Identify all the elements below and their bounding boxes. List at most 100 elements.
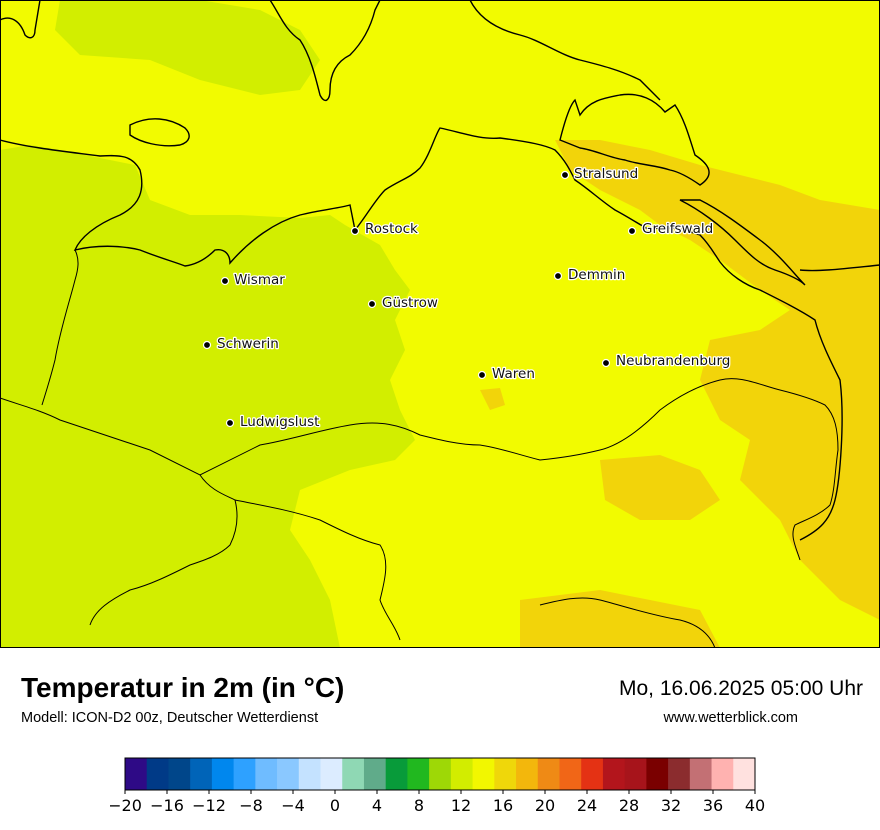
legend-tick-label: 4: [372, 796, 382, 815]
legend-color-bin: [363, 758, 387, 790]
city-marker: [627, 226, 637, 236]
coast-north: [0, 0, 41, 39]
legend-tick-label: −4: [281, 796, 305, 815]
temperature-map: Stralsund Rostock Greifswald Wismar Demm…: [0, 0, 880, 648]
legend-color-bin: [537, 758, 560, 790]
legend-color-bin: [559, 758, 582, 790]
legend-tick-label: 40: [745, 796, 765, 815]
map-title: Temperatur in 2m (in °C): [21, 672, 345, 703]
city-marker: [367, 299, 377, 309]
legend-tick-label: −8: [239, 796, 263, 815]
legend-tick-label: −12: [192, 796, 226, 815]
color-legend-bar: −20 −16 −12 −8 −4 0 4 8 12 16 20 24 28 32 36 40: [108, 757, 765, 815]
legend-color-bin: [450, 758, 473, 790]
county-border: [89, 474, 238, 626]
city-marker: [202, 340, 212, 350]
city-stralsund: Stralsund: [560, 165, 639, 183]
legend-color-bin: [429, 758, 452, 790]
legend-color-bin: [516, 758, 539, 790]
color-legend: −20 −16 −12 −8 −4 0 4 8 12 16 20 24 28 32 36 40: [108, 755, 770, 820]
legend-color-bin: [342, 758, 365, 790]
legend-color-bin: [581, 758, 604, 790]
legend-color-bin: [211, 758, 235, 790]
city-label: Schwerin: [217, 336, 279, 352]
island-rugen: [559, 93, 710, 186]
city-label: Greifswald: [642, 221, 713, 237]
city-marker: [350, 226, 360, 236]
city-demmin: Demmin: [553, 266, 627, 284]
website-link[interactable]: www.wetterblick.com: [663, 710, 798, 726]
legend-color-bin: [233, 758, 256, 790]
coast-poland: [799, 264, 880, 272]
legend-tick-label: 12: [451, 796, 471, 815]
county-border-4: [539, 597, 716, 648]
city-label: Waren: [492, 366, 535, 382]
city-rostock: Rostock: [350, 220, 419, 238]
legend-color-bin: [668, 758, 691, 790]
legend-tick-label: 16: [493, 796, 513, 815]
city-greifswald: Greifswald: [627, 220, 714, 238]
legend-color-bin: [298, 758, 321, 790]
city-waren: Waren: [477, 365, 536, 383]
legend-color-bin: [494, 758, 517, 790]
legend-tick-label: 28: [619, 796, 639, 815]
temp-field-warm-south2: [520, 590, 710, 648]
city-marker: [220, 276, 230, 286]
county-border-3: [41, 249, 79, 406]
city-marker: [477, 370, 487, 380]
coast-denmark: [269, 0, 381, 102]
temp-field-cool-west: [0, 145, 415, 648]
legend-tick-label: 24: [577, 796, 597, 815]
city-schwerin: Schwerin: [202, 335, 280, 353]
legend-color-bin: [125, 758, 148, 790]
legend-color-bin: [733, 758, 756, 790]
city-label: Demmin: [568, 267, 625, 283]
county-border-2: [234, 499, 401, 641]
legend-color-bin: [407, 758, 430, 790]
legend-color-bin: [602, 758, 626, 790]
legend-color-bin: [624, 758, 647, 790]
city-wismar: Wismar: [220, 271, 287, 289]
legend-color-bin: [385, 758, 408, 790]
legend-color-bin: [320, 758, 343, 790]
legend-tick-label: 36: [703, 796, 723, 815]
temp-field-warm-east: [520, 140, 880, 648]
forecast-datetime: Mo, 16.06.2025 05:00 Uhr: [618, 677, 863, 700]
legend-tick-label: 32: [661, 796, 681, 815]
legend-color-bin: [646, 758, 669, 790]
city-label: Ludwigslust: [240, 414, 319, 430]
island-fehmarn: [129, 118, 190, 147]
temp-field-cool-north2: [150, 18, 295, 80]
legend-tick-label: −16: [150, 796, 184, 815]
city-marker: [560, 170, 570, 180]
temp-field-warm-spot: [480, 388, 505, 410]
legend-tick-label: 0: [330, 796, 340, 815]
city-guestrow: Güstrow: [367, 294, 439, 312]
legend-border: [124, 757, 756, 791]
city-ludwigslust: Ludwigslust: [225, 413, 321, 431]
city-label: Güstrow: [382, 295, 438, 311]
city-label: Stralsund: [574, 166, 638, 182]
legend-color-bin: [255, 758, 278, 790]
state-border: [0, 378, 839, 561]
legend-color-bin: [689, 758, 712, 790]
model-info: Modell: ICON-D2 00z, Deutscher Wetterdie…: [21, 710, 319, 726]
legend-color-bin: [711, 758, 734, 790]
legend-tick-label: 8: [414, 796, 424, 815]
legend-color-bin: [277, 758, 300, 790]
city-label: Wismar: [234, 272, 285, 288]
city-neubrandenburg: Neubrandenburg: [601, 352, 732, 370]
legend-color-bin: [168, 758, 191, 790]
city-label: Neubrandenburg: [616, 353, 730, 369]
city-marker: [601, 358, 611, 368]
island-usedom: [679, 199, 806, 286]
legend-color-bin: [472, 758, 495, 790]
legend-color-bin: [146, 758, 169, 790]
legend-tick-label: −20: [110, 796, 142, 815]
legend-tick-label: 20: [535, 796, 555, 815]
city-marker: [225, 418, 235, 428]
legend-color-bin: [190, 758, 213, 790]
temp-field-warm-south: [600, 455, 720, 520]
city-marker: [553, 271, 563, 281]
city-label: Rostock: [365, 221, 418, 237]
